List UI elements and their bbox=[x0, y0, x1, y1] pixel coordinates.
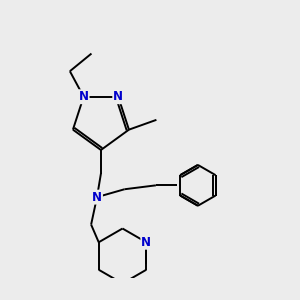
Text: N: N bbox=[113, 90, 123, 103]
Text: N: N bbox=[92, 190, 102, 204]
Text: N: N bbox=[141, 236, 151, 249]
Text: N: N bbox=[79, 90, 88, 103]
